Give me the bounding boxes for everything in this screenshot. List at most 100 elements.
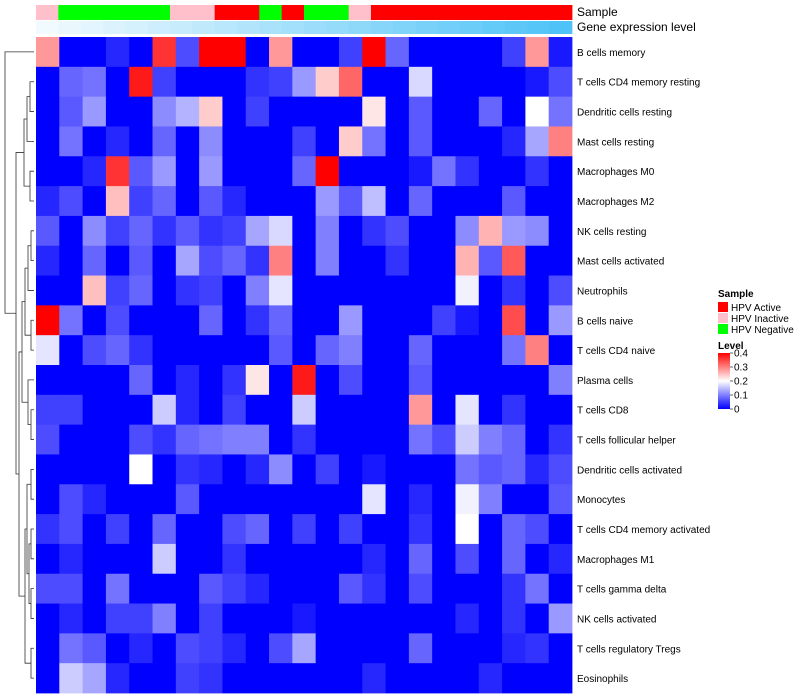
row-label: Macrophages M2 xyxy=(577,197,655,208)
sample-annotation-track xyxy=(36,5,573,20)
heatmap-cell xyxy=(548,543,573,575)
heatmap-cell xyxy=(152,335,177,366)
heatmap-cell xyxy=(152,215,177,247)
legend-item-label: HPV Inactive xyxy=(731,314,789,325)
heatmap-cell xyxy=(222,66,247,98)
heatmap-cell xyxy=(199,215,223,247)
heatmap-cell xyxy=(175,305,200,336)
heatmap-cell xyxy=(82,275,107,306)
heatmap-cell xyxy=(385,394,410,426)
heatmap-cell xyxy=(152,514,177,545)
heatmap-cell xyxy=(129,365,153,396)
heatmap-cell xyxy=(292,215,317,247)
heatmap-cell xyxy=(245,215,270,247)
row-label: Monocytes xyxy=(577,495,625,506)
heatmap-cell xyxy=(36,543,60,575)
heatmap-cell xyxy=(59,335,83,366)
heatmap-cell xyxy=(338,603,363,634)
heatmap-cell xyxy=(338,245,363,276)
heatmap-cell xyxy=(59,126,83,157)
gene-annotation-cell xyxy=(103,21,126,34)
legend-swatch xyxy=(718,324,728,334)
dendrogram-branch xyxy=(24,528,31,664)
heatmap-cell xyxy=(315,603,340,634)
heatmap-cell xyxy=(36,96,60,127)
heatmap-cell xyxy=(478,275,503,306)
heatmap-cell xyxy=(525,394,550,426)
heatmap-cell xyxy=(338,365,363,396)
heatmap-cell xyxy=(338,37,363,68)
heatmap-cell xyxy=(36,484,60,515)
heatmap-cell xyxy=(199,603,223,634)
heatmap-cell xyxy=(36,37,60,68)
gene-annotation-cell xyxy=(505,21,528,34)
gene-annotation-cell xyxy=(170,21,193,34)
heatmap-cell xyxy=(315,275,340,306)
heatmap-cell xyxy=(455,484,480,515)
heatmap-cell xyxy=(292,514,317,545)
heatmap-cell xyxy=(292,335,317,366)
heatmap-cell xyxy=(36,424,60,455)
heatmap-cell xyxy=(548,365,573,396)
heatmap-cell xyxy=(152,156,177,187)
heatmap-cell xyxy=(245,394,270,426)
heatmap-cell xyxy=(152,603,177,634)
heatmap-cell xyxy=(432,126,456,157)
heatmap-cell xyxy=(502,275,526,306)
gene-annotation-cell xyxy=(125,21,149,34)
heatmap-cell xyxy=(502,365,526,396)
heatmap-cell xyxy=(292,66,317,98)
heatmap-cell xyxy=(175,66,200,98)
heatmap-cell xyxy=(292,37,317,68)
heatmap-cell xyxy=(362,305,386,336)
heatmap-cell xyxy=(222,37,247,68)
heatmap-cell xyxy=(82,245,107,276)
heatmap-cell xyxy=(105,156,130,187)
heatmap-cell xyxy=(385,305,410,336)
heatmap-cell xyxy=(502,573,526,604)
sample-annotation-cell xyxy=(505,5,528,20)
heatmap-cell xyxy=(292,454,317,485)
heatmap-cell xyxy=(455,126,480,157)
heatmap-cell xyxy=(105,573,130,604)
heatmap-cell xyxy=(82,543,107,575)
heatmap-cell xyxy=(478,186,503,217)
heatmap-cell xyxy=(432,543,456,575)
heatmap-cell xyxy=(338,573,363,604)
heatmap-cell xyxy=(385,514,410,545)
heatmap-cell xyxy=(315,633,340,664)
gene-annotation-cell xyxy=(281,21,305,34)
dendrogram-branch xyxy=(30,468,34,500)
heatmap-cell xyxy=(548,454,573,485)
gene-annotation-cell xyxy=(348,21,372,34)
heatmap-cell xyxy=(455,514,480,545)
heatmap-cell xyxy=(362,424,386,455)
heatmap-cell xyxy=(222,394,247,426)
heatmap-cell xyxy=(129,305,153,336)
gene-annotation-cell xyxy=(58,21,82,34)
heatmap-cell xyxy=(59,215,83,247)
heatmap-cell xyxy=(478,335,503,366)
heatmap-cell xyxy=(105,543,130,575)
row-label: NK cells resting xyxy=(577,227,646,238)
heatmap-cell xyxy=(478,543,503,575)
row-label: T cells follicular helper xyxy=(577,436,676,447)
heatmap-cell xyxy=(59,424,83,455)
heatmap-cell xyxy=(525,543,550,575)
heatmap-cell xyxy=(59,186,83,217)
heatmap-cell xyxy=(408,543,433,575)
heatmap-cell xyxy=(175,663,200,694)
heatmap-cell xyxy=(269,335,293,366)
heatmap-cell xyxy=(292,156,317,187)
heatmap-cell xyxy=(175,245,200,276)
heatmap-cell xyxy=(152,186,177,217)
level-tick-label: 0.1 xyxy=(734,391,748,402)
heatmap-cell xyxy=(432,66,456,98)
heatmap-cell xyxy=(152,126,177,157)
heatmap-cells xyxy=(36,37,573,694)
heatmap-cell xyxy=(502,394,526,426)
heatmap-cell xyxy=(129,335,153,366)
heatmap-cell xyxy=(269,305,293,336)
heatmap-cell xyxy=(245,275,270,306)
heatmap-cell xyxy=(222,543,247,575)
